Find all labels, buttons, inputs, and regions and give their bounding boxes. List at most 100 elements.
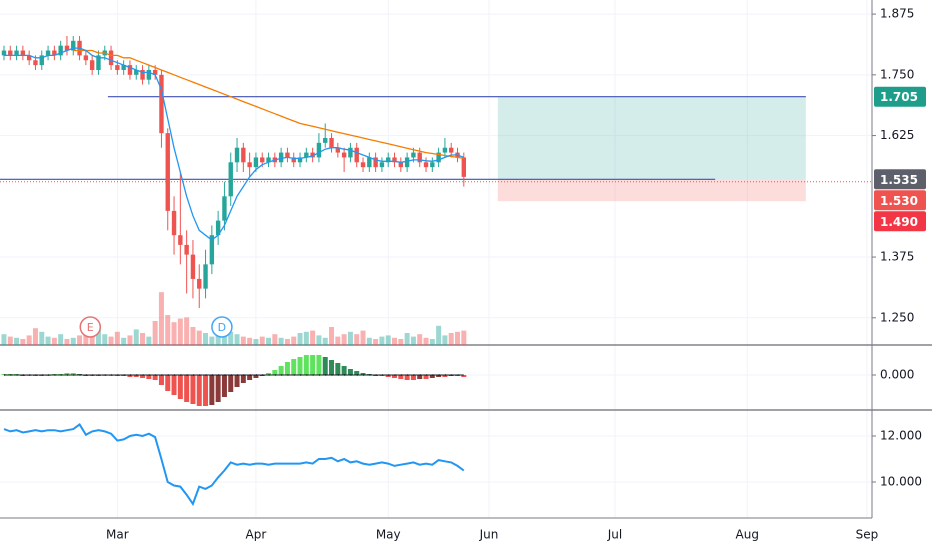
histogram-bar [165,375,171,391]
volume-bar [329,327,335,345]
histogram-bar [341,366,347,375]
volume-bar [127,335,133,345]
candle-body [423,162,429,168]
candle-body [178,235,183,245]
volume-bar [165,315,171,345]
volume-bar [373,339,379,345]
candle-body [26,55,32,61]
candle-body [354,147,359,163]
histogram-bar [171,375,177,395]
volume-bar [26,335,32,345]
x-tick-label: Jun [479,528,499,542]
event-label: D [218,321,226,334]
y-tick-label: 12.000 [880,428,922,442]
histogram-bar [442,375,448,377]
volume-bar [234,334,240,345]
volume-bar [114,331,120,345]
volume-bar [133,329,139,345]
y-tick-label: 1.250 [880,310,914,324]
volume-bar [190,327,196,345]
volume-bar [442,335,448,345]
histogram-bar [360,373,366,375]
candle-body [367,157,372,168]
y-tick-label: 1.750 [880,67,914,81]
volume-bar [354,334,360,345]
histogram-bar [190,375,196,404]
price-label: 1.490 [880,215,918,229]
histogram-bar [284,362,290,375]
histogram-bar [247,375,253,380]
histogram-bar [177,375,183,399]
x-tick-label: May [376,528,401,542]
histogram-bar [291,359,297,375]
volume-bar [322,337,328,345]
histogram-bar [404,375,410,380]
candle-body [449,147,454,153]
histogram-bar [140,375,146,378]
volume-bar [335,336,341,345]
candle-body [89,60,95,70]
event-marker [79,316,102,338]
candle-body [184,244,189,255]
candle-body [335,147,341,153]
price-label: 1.535 [880,173,918,187]
candle-body [360,162,366,168]
volume-bar [158,292,164,345]
volume-bar [310,330,316,345]
y-tick-label: 1.375 [880,250,914,264]
volume-bar [51,337,57,345]
volume-bar [404,333,410,345]
volume-bar [7,336,13,345]
price-label-box [874,190,926,211]
histogram-bar [70,373,76,375]
histogram-bar [329,360,335,375]
volume-bar [140,333,146,345]
volume-bar [209,336,215,345]
candle-body [285,152,290,158]
candle-body [392,157,397,163]
candle-body [171,210,177,236]
histogram-bar [335,363,341,375]
histogram-bar [410,375,416,380]
candle-body [115,65,120,70]
volume-bar [423,337,429,345]
candle-body [134,69,139,75]
price-label: 1.705 [880,90,918,104]
volume-bar [410,336,416,345]
histogram-bar [398,375,404,379]
y-tick-label: 1.875 [880,7,914,21]
volume-bar [284,339,290,345]
volume-bar [215,335,221,345]
volume-bar [171,322,177,345]
y-tick-label: 0.000 [880,368,914,382]
volume-bar [228,331,234,345]
candle-body [247,162,252,168]
candle-body [348,147,353,158]
histogram-bar [310,355,316,375]
candle-body [430,162,435,168]
candle-body [373,157,378,168]
volume-bar [177,318,183,345]
candle-body [461,157,467,177]
candle-body [417,152,422,163]
volume-bar [297,333,303,345]
volume-bar [58,334,64,345]
candle-body [398,162,404,168]
volume-bar [89,336,95,345]
candle-body [215,220,221,236]
volume-bar [347,331,353,345]
volume-bar [316,335,322,345]
volume-bar [121,337,127,345]
moving-average [73,49,464,160]
candle-body [71,40,76,51]
volume-bar [32,328,38,345]
target-zone [497,96,806,180]
histogram-bar [417,375,423,379]
histogram-bar [429,375,435,378]
histogram-bar [228,375,234,392]
histogram-bar [354,371,360,375]
candle-body [304,152,309,158]
histogram-bar [423,375,429,379]
volume-bar [146,336,152,345]
